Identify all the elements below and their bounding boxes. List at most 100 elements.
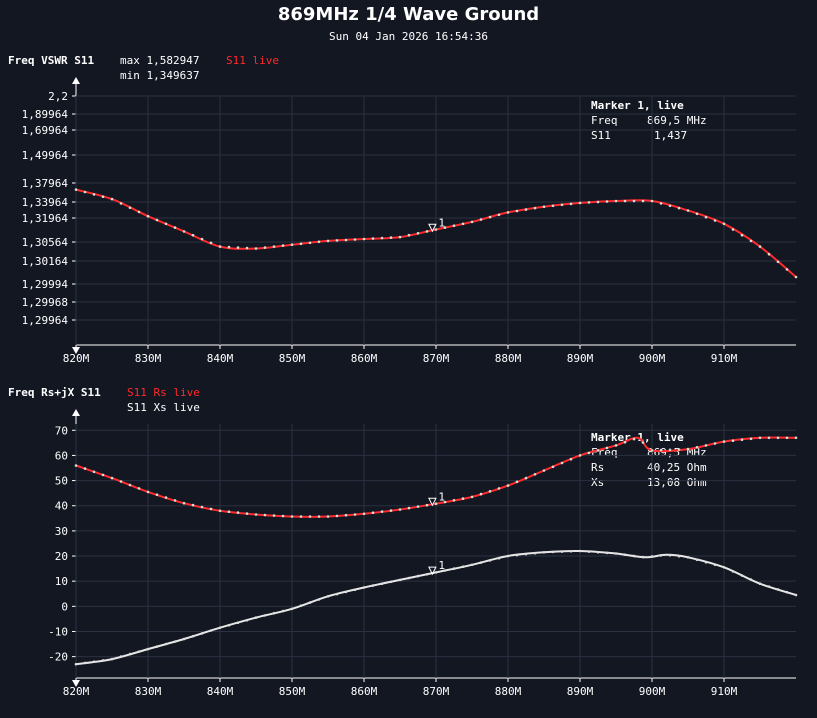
rsjx-rs-sweep-point bbox=[200, 505, 204, 509]
rsjx-rs-sweep-point bbox=[587, 451, 591, 455]
rsjx-rs-sweep-point bbox=[101, 473, 105, 477]
rsjx-xs-sweep-point bbox=[344, 590, 348, 594]
vswr-s11-sweep-point bbox=[587, 201, 591, 204]
rsjx-rs-sweep-point bbox=[533, 473, 537, 476]
vswr-marker-label: 1 bbox=[438, 216, 445, 229]
rsjx-xs-sweep-point bbox=[254, 616, 258, 619]
vswr-s11-sweep-point bbox=[398, 235, 402, 239]
rsjx-xs-sweep-point bbox=[110, 657, 114, 661]
rsjx-y-tick-label: 0 bbox=[61, 600, 68, 613]
rsjx-rs-sweep-point bbox=[794, 436, 798, 440]
rsjx-legend-rs: S11 Rs live bbox=[127, 386, 200, 399]
vswr-x-tick-label: 840M bbox=[207, 352, 234, 365]
vswr-s11-sweep-point bbox=[470, 220, 474, 224]
vswr-s11-sweep-point bbox=[578, 201, 582, 205]
rsjx-rs-sweep-point bbox=[551, 465, 555, 469]
rsjx-rs-sweep-point bbox=[290, 515, 294, 518]
rsjx-rs-sweep-point bbox=[245, 512, 249, 515]
rsjx-xs-sweep-point bbox=[515, 553, 519, 557]
rsjx-rs-sweep-point bbox=[398, 508, 402, 511]
rsjx-xs-sweep-point bbox=[380, 582, 384, 585]
vswr-s11-sweep-point bbox=[659, 202, 663, 205]
rsjx-xs-sweep-point bbox=[200, 632, 204, 635]
vswr-y-tick-label: 1,31964 bbox=[22, 212, 69, 225]
rsjx-y-tick-label: 50 bbox=[55, 475, 68, 488]
rsjx-rs-sweep-point bbox=[722, 440, 726, 443]
vswr-s11-sweep-point bbox=[452, 224, 456, 227]
rsjx-marker-xs-label: Xs bbox=[591, 476, 605, 489]
vswr-s11-sweep-point bbox=[632, 199, 636, 203]
rsjx-marker-rs-value: 40,25 Ohm bbox=[647, 461, 707, 474]
vswr-s11-sweep-point bbox=[524, 208, 528, 211]
rsjx-xs-sweep-point bbox=[371, 584, 375, 587]
rsjx-xs-sweep-point bbox=[335, 592, 339, 596]
vswr-x-tick-label: 830M bbox=[135, 352, 162, 365]
rsjx-rs-sweep-point bbox=[335, 514, 339, 518]
rsjx-rs-sweep-point bbox=[92, 470, 96, 474]
rsjx-xs-sweep-point bbox=[119, 655, 123, 658]
rsjx-xs-sweep-point bbox=[542, 551, 546, 554]
vswr-s11-sweep-point bbox=[92, 193, 96, 196]
vswr-s11-sweep-point bbox=[407, 233, 411, 237]
vswr-s11-sweep-point bbox=[83, 190, 87, 194]
rsjx-rs-sweep-point bbox=[173, 499, 177, 502]
rsjx-xs-sweep-point bbox=[704, 561, 708, 564]
vswr-marker-freq-label: Freq bbox=[591, 114, 618, 127]
rsjx-rs-sweep-point bbox=[749, 437, 753, 441]
rsjx-rs-sweep-point bbox=[605, 446, 609, 450]
vswr-s11-sweep-point bbox=[785, 268, 789, 271]
vswr-s11-sweep-point bbox=[695, 212, 699, 216]
rsjx-xs-sweep-point bbox=[146, 647, 150, 651]
vswr-y-tick-label: 2,2 bbox=[48, 90, 68, 103]
rsjx-rs-sweep-point bbox=[470, 495, 474, 499]
rsjx-xs-sweep-point bbox=[326, 595, 330, 598]
rsjx-rs-sweep-point bbox=[110, 476, 114, 480]
vswr-s11-sweep-point bbox=[218, 245, 222, 248]
rsjx-xs-sweep-point bbox=[182, 637, 186, 641]
rsjx-xs-sweep-point bbox=[308, 601, 312, 604]
vswr-s11-sweep-point bbox=[758, 245, 762, 248]
rsjx-xs-sweep-point bbox=[497, 556, 501, 560]
vswr-s11-sweep-point bbox=[506, 211, 510, 214]
vswr-s11-sweep-point bbox=[164, 222, 168, 226]
vswr-marker-s11-label: S11 bbox=[591, 129, 611, 142]
vswr-y-axis-arrow-down bbox=[72, 347, 80, 354]
rsjx-marker-xs-value: 13,08 Ohm bbox=[647, 476, 707, 489]
rsjx-x-tick-label: 860M bbox=[351, 685, 378, 698]
rsjx-y-tick-label: 20 bbox=[55, 550, 68, 563]
rsjx-xs-sweep-point bbox=[767, 585, 771, 588]
vswr-s11-sweep-point bbox=[461, 222, 465, 226]
rsjx-rs-sweep-point bbox=[74, 464, 78, 467]
rsjx-rs-sweep-point bbox=[209, 507, 213, 511]
rsjx-xs-sweep-point bbox=[794, 593, 798, 597]
rsjx-xs-sweep-point bbox=[236, 621, 240, 624]
rsjx-rs-sweep-point bbox=[632, 437, 636, 441]
vswr-y-tick-label: 1,29964 bbox=[22, 314, 69, 327]
rsjx-x-tick-label: 900M bbox=[639, 685, 666, 698]
rsjx-xs-sweep-point bbox=[695, 558, 699, 562]
rsjx-rs-sweep-point bbox=[416, 505, 420, 508]
rsjx-rs-sweep-point bbox=[128, 483, 132, 487]
rsjx-rs-sweep-point bbox=[713, 442, 717, 445]
vswr-s11-sweep-point bbox=[560, 203, 564, 207]
rsjx-xs-sweep-point bbox=[362, 586, 366, 589]
rsjx-rs-marker-triangle bbox=[428, 497, 437, 507]
rsjx-xs-sweep-point bbox=[101, 659, 105, 662]
rsjx-rs-sweep-point bbox=[785, 436, 789, 440]
rsjx-rs-sweep-point bbox=[146, 490, 150, 494]
vswr-s11-sweep-point bbox=[317, 240, 321, 244]
rsjx-rs-sweep-point bbox=[281, 514, 285, 518]
vswr-y-tick-label: 1,89964 bbox=[22, 108, 69, 121]
vswr-s11-sweep-point bbox=[776, 260, 780, 264]
rsjx-xs-sweep-point bbox=[551, 550, 555, 554]
rsjx-xs-sweep-point bbox=[353, 588, 357, 591]
rsjx-rs-sweep-point bbox=[515, 480, 519, 484]
vswr-x-tick-label: 890M bbox=[567, 352, 594, 365]
vswr-s11-sweep-point bbox=[533, 206, 537, 210]
rsjx-xs-sweep-point bbox=[596, 551, 600, 554]
rsjx-xs-sweep-point bbox=[740, 574, 744, 577]
rsjx-rs-sweep-point bbox=[227, 510, 231, 513]
rsjx-xs-sweep-point bbox=[425, 573, 429, 576]
rsjx-xs-marker-triangle bbox=[428, 566, 437, 576]
rsjx-xs-sweep-point bbox=[470, 563, 474, 567]
